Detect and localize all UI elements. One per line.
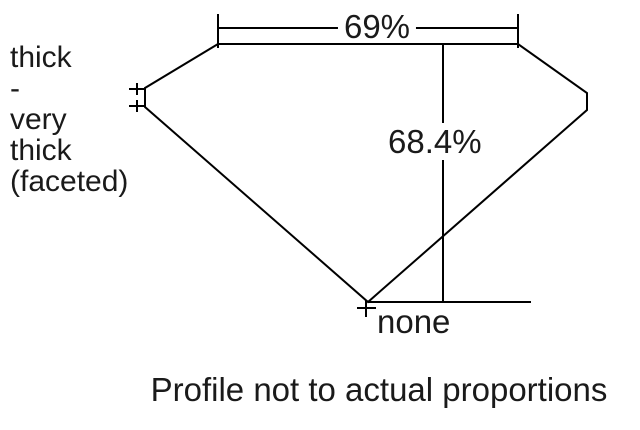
girdle-thickness-label: thick - very thick (faceted) — [10, 42, 128, 197]
girdle-label-line: - — [10, 72, 20, 105]
total-depth-label: 68.4% — [386, 122, 484, 160]
table-width-label: 69% — [337, 8, 417, 45]
girdle-label-line: thick — [10, 41, 72, 74]
caption: Profile not to actual proportions — [150, 371, 608, 408]
culet-label: none — [377, 303, 451, 340]
girdle-label-line: (faceted) — [10, 165, 129, 198]
girdle-label-line: thick — [10, 134, 72, 167]
diamond-outline — [144, 43, 588, 304]
girdle-tick-marks — [129, 83, 145, 112]
culet-cross-icon — [357, 300, 376, 317]
girdle-label-line: very — [10, 103, 67, 136]
